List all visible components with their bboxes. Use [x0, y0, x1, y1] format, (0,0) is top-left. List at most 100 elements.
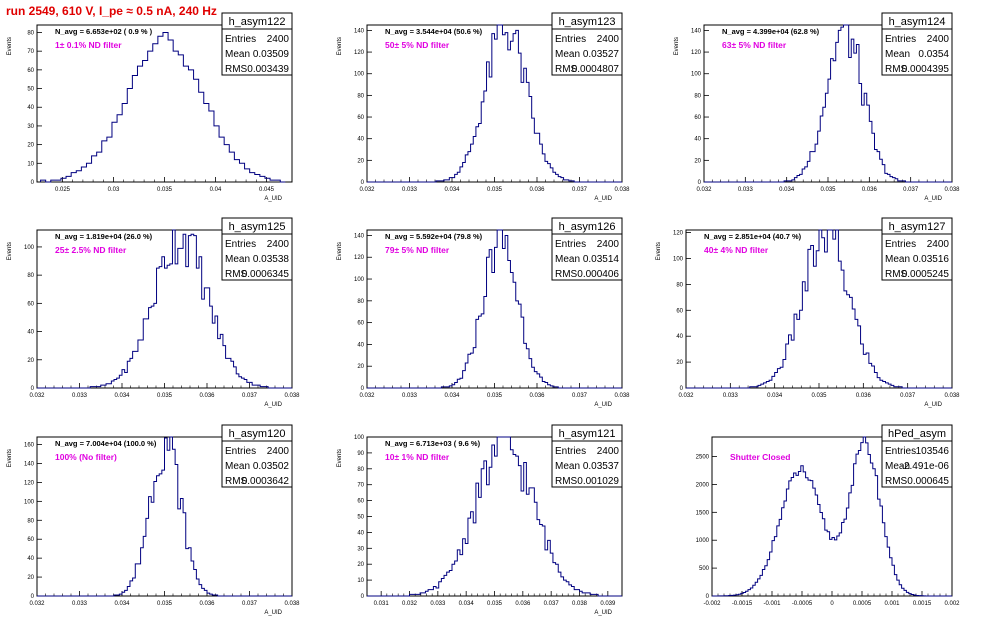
y-tick-label: 70	[357, 483, 364, 489]
x-tick-label: 0.002	[944, 601, 960, 607]
x-tick-label: 0.037	[544, 601, 560, 607]
y-tick-label: 0	[706, 594, 710, 600]
histogram-name: h_asym127	[889, 221, 946, 233]
stats-key-mean: Mean	[885, 461, 910, 472]
y-tick-label: 60	[357, 321, 364, 327]
stats-key-rms: RMS	[555, 476, 578, 487]
navg-label: N_avg = 6.713e+03 ( 9.6 %)	[385, 439, 481, 448]
y-axis-label: Events	[7, 37, 13, 55]
stats-value-entries: 2400	[267, 446, 290, 457]
y-tick-label: 80	[27, 518, 34, 524]
y-tick-label: 120	[691, 50, 702, 56]
x-tick-label: 0.033	[430, 601, 446, 607]
stats-key-rms: RMS	[885, 64, 908, 75]
filter-annotation: 10± 1% ND filter	[385, 452, 450, 462]
y-tick-label: 60	[27, 537, 34, 543]
navg-label: N_avg = 1.819e+04 (26.0 %)	[55, 232, 153, 241]
stats-box	[221, 12, 293, 76]
figure-title: run 2549, 610 V, I_pe ≈ 0.5 nA, 240 Hz	[6, 4, 217, 18]
y-tick-label: 80	[694, 93, 701, 99]
x-tick-label: 0.033	[402, 187, 418, 193]
y-tick-label: 40	[694, 137, 701, 143]
stats-key-rms: RMS	[555, 64, 578, 75]
filter-annotation: 1± 0.1% ND filter	[55, 40, 122, 50]
stats-value-entries: 103546	[916, 446, 950, 457]
stats-key-mean: Mean	[555, 254, 580, 265]
y-tick-label: 140	[691, 28, 702, 34]
y-tick-label: 140	[354, 28, 365, 34]
x-tick-label: 0.001	[884, 601, 900, 607]
x-tick-label: 0.045	[259, 187, 275, 193]
x-axis-label: A_UID	[264, 610, 282, 616]
y-tick-label: 500	[699, 566, 710, 572]
y-tick-label: 120	[24, 480, 35, 486]
y-tick-label: 100	[691, 72, 702, 78]
y-tick-label: 120	[354, 255, 365, 261]
x-tick-label: 0.035	[811, 393, 827, 399]
stats-key-mean: Mean	[225, 49, 250, 60]
x-tick-label: 0.037	[572, 393, 588, 399]
filter-annotation: 79± 5% ND filter	[385, 245, 450, 255]
stats-key-mean: Mean	[225, 461, 250, 472]
y-tick-label: 120	[354, 50, 365, 56]
stats-value-rms: 0.0004807	[572, 64, 620, 75]
x-tick-label: 0.038	[284, 393, 300, 399]
y-tick-label: 60	[676, 308, 683, 314]
y-tick-label: 20	[27, 575, 34, 581]
x-axis-label: A_UID	[264, 402, 282, 408]
x-tick-label: 0.03	[108, 187, 120, 193]
x-tick-label: 0.034	[114, 601, 130, 607]
stats-key-entries: Entries	[885, 239, 916, 250]
y-tick-label: 30	[357, 546, 364, 552]
x-tick-label: 0.036	[199, 601, 215, 607]
histogram-name: h_asym122	[229, 16, 286, 28]
histogram-panel-h_asym126: 0.032 0.033 0.034 0.035 0.036 0.037 0.038 0 20 40…	[337, 217, 630, 408]
x-tick-label: 0.037	[242, 601, 258, 607]
stats-value-rms: 0.0003642	[242, 476, 290, 487]
y-tick-label: 0	[31, 386, 35, 392]
histogram-series-hPed_asym	[712, 436, 952, 597]
x-axis-label: A_UID	[924, 402, 942, 408]
histogram-series-h_asym127	[686, 229, 952, 389]
navg-label: N_avg = 5.592e+04 (79.8 %)	[385, 232, 483, 241]
x-tick-label: -0.0005	[792, 601, 813, 607]
x-tick-label: 0.032	[29, 393, 45, 399]
x-tick-label: 0.032	[29, 601, 45, 607]
x-tick-label: -0.001	[763, 601, 781, 607]
histogram-panel-h_asym120: 0.032 0.033 0.034 0.035 0.036 0.037 0.038 0 20 40…	[7, 424, 300, 616]
y-tick-label: 1500	[696, 510, 710, 516]
x-tick-label: 0.033	[723, 393, 739, 399]
x-tick-label: 0.037	[903, 187, 919, 193]
stats-box	[551, 424, 623, 488]
x-axis-label: A_UID	[924, 196, 942, 202]
x-tick-label: 0.036	[856, 393, 872, 399]
x-tick-label: 0.032	[696, 187, 712, 193]
x-tick-label: 0.04	[210, 187, 222, 193]
y-tick-label: 100	[24, 245, 35, 251]
histogram-panel-h_asym123: 0.032 0.033 0.034 0.035 0.036 0.037 0.038 0 20 40…	[337, 12, 630, 202]
y-axis-label: Events	[7, 242, 13, 260]
y-tick-label: 50	[27, 87, 34, 93]
stats-value-mean: 0.03509	[253, 49, 290, 60]
stats-key-entries: Entries	[225, 34, 256, 45]
y-tick-label: 0	[698, 180, 702, 186]
histogram-series-h_asym123	[367, 24, 622, 183]
y-tick-label: 100	[354, 277, 365, 283]
filter-annotation: 25± 2.5% ND filter	[55, 245, 127, 255]
stats-value-rms: 0.003439	[247, 64, 289, 75]
y-tick-label: 0	[31, 594, 35, 600]
x-tick-label: 0.032	[402, 601, 418, 607]
x-tick-label: -0.0015	[732, 601, 753, 607]
stats-box	[551, 217, 623, 281]
y-tick-label: 70	[27, 49, 34, 55]
navg-label: N_avg = 4.399e+04 (62.8 %)	[722, 27, 820, 36]
histogram-name: h_asym121	[559, 428, 616, 440]
histogram-series-h_asym126	[367, 229, 622, 389]
x-tick-label: 0.036	[515, 601, 531, 607]
stats-key-mean: Mean	[885, 49, 910, 60]
y-tick-label: 30	[27, 124, 34, 130]
y-tick-label: 2500	[696, 455, 710, 461]
y-axis-label: Events	[7, 449, 13, 467]
y-axis-label: Events	[674, 37, 680, 55]
stats-value-mean: 0.03537	[583, 461, 620, 472]
